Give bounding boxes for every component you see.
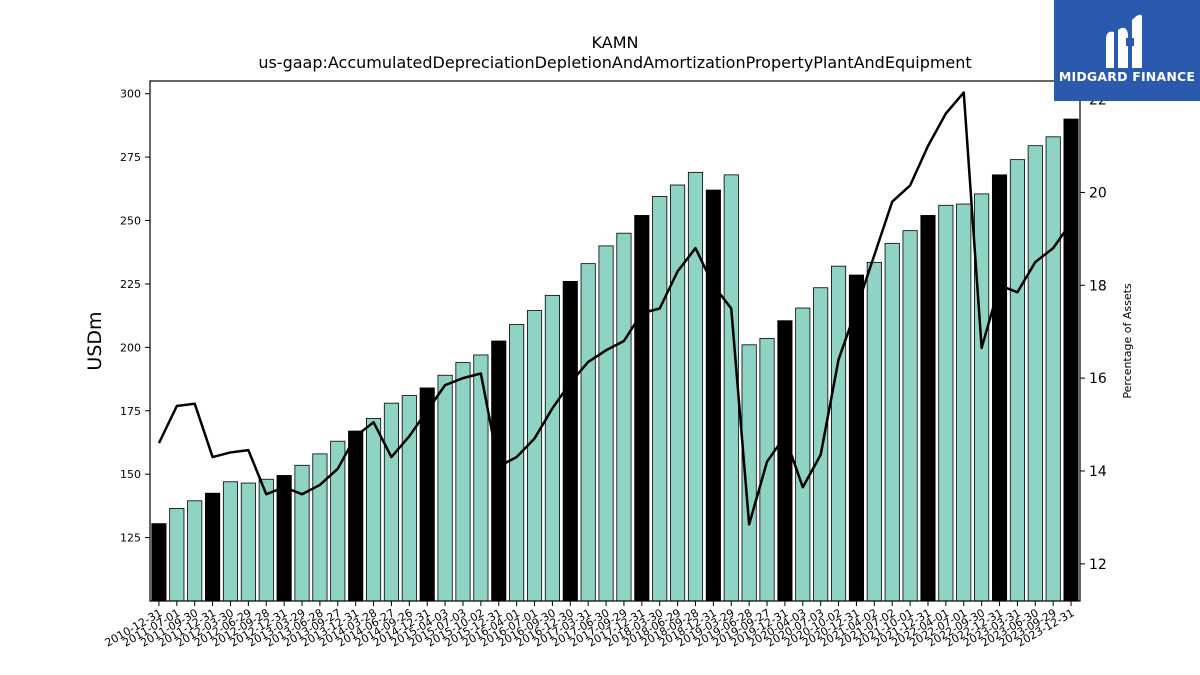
y-tick-label-275: 275 — [120, 151, 141, 164]
y-tick-label-175: 175 — [120, 405, 141, 418]
bar-2022-04-01 — [938, 204, 954, 602]
bar-2018-03-30 — [652, 196, 668, 602]
midgard-logo-icon — [1106, 14, 1142, 69]
bar-2011-07-01 — [169, 508, 185, 602]
bar-2012-12-31 — [276, 475, 292, 602]
y2-axis-label: Percentage of Assets — [1121, 283, 1134, 399]
bar-2023-12-31 — [1063, 118, 1079, 602]
bar-2021-04-02 — [866, 261, 882, 602]
y-axis-label: USDm — [84, 311, 106, 370]
chart-subtitle: us-gaap:AccumulatedDepreciationDepletion… — [258, 53, 971, 72]
y-tick-label-150: 150 — [120, 468, 141, 481]
chart-title: KAMN — [592, 33, 639, 52]
bar-2017-09-29 — [616, 232, 632, 602]
bar-2023-06-30 — [1027, 145, 1043, 602]
bar-2012-03-30 — [222, 481, 239, 602]
y2-tick-label-18: 18 — [1089, 278, 1107, 294]
bar-2015-12-31 — [491, 340, 507, 602]
line-layer — [157, 91, 1073, 526]
plot-frame — [149, 80, 1081, 602]
y2-tick-label-20: 20 — [1089, 185, 1107, 201]
bar-2014-03-28 — [365, 417, 382, 602]
bar-2019-03-29 — [723, 174, 739, 602]
bar-2016-04-01 — [509, 324, 525, 602]
bar-2020-04-03 — [795, 307, 811, 602]
bar-2012-06-29 — [240, 482, 256, 602]
bar-2021-07-02 — [884, 242, 900, 602]
y-tick-label-200: 200 — [120, 341, 141, 354]
axes-layer: 1251501752002252502753001214161820222010… — [103, 80, 1107, 650]
bar-2022-12-31 — [991, 174, 1008, 602]
bar-2021-10-01 — [902, 230, 918, 602]
bar-2014-09-26 — [401, 395, 417, 602]
bar-2013-12-31 — [348, 430, 364, 602]
bar-2020-10-02 — [831, 265, 847, 602]
bar-2011-09-30 — [187, 500, 203, 602]
bar-2013-06-28 — [312, 453, 328, 602]
y2-tick-label-16: 16 — [1089, 371, 1107, 387]
bar-2018-09-28 — [687, 171, 704, 602]
bar-2015-07-03 — [455, 362, 471, 602]
bar-2012-09-28 — [258, 478, 274, 602]
bar-2023-09-29 — [1045, 136, 1061, 602]
y-tick-label-250: 250 — [120, 215, 141, 228]
bar-2018-06-29 — [670, 184, 686, 602]
bar-2014-06-27 — [383, 402, 400, 602]
logo-text: MIDGARD FINANCE — [1058, 69, 1196, 84]
y-tick-label-225: 225 — [120, 278, 141, 291]
bar-2017-03-31 — [580, 263, 596, 602]
bar-2015-10-02 — [473, 354, 489, 602]
bar-2018-12-31 — [705, 189, 721, 602]
bar-2017-06-30 — [598, 245, 614, 602]
bar-2016-07-01 — [526, 310, 543, 602]
bar-2010-12-31 — [151, 523, 167, 602]
bar-2017-12-31 — [634, 215, 650, 602]
y-tick-label-300: 300 — [120, 88, 141, 101]
bar-2020-07-03 — [813, 287, 829, 602]
bar-2022-09-30 — [974, 193, 990, 602]
bar-2011-12-31 — [205, 492, 221, 602]
y2-tick-label-14: 14 — [1089, 464, 1107, 480]
bars-layer — [151, 118, 1079, 602]
bar-2013-09-27 — [330, 440, 346, 602]
bar-2022-07-01 — [956, 203, 972, 602]
y2-tick-label-12: 12 — [1089, 557, 1107, 573]
logo: MIDGARD FINANCE — [1054, 0, 1200, 101]
y-tick-label-125: 125 — [120, 532, 141, 545]
bar-2019-09-27 — [759, 338, 775, 602]
bar-2013-03-29 — [294, 464, 310, 602]
bar-2016-09-30 — [544, 294, 560, 602]
bar-2021-12-31 — [920, 215, 936, 602]
bar-2019-12-31 — [777, 320, 793, 602]
percentage-line — [157, 91, 1073, 526]
bar-2016-12-30 — [562, 280, 578, 602]
bar-2023-03-31 — [1009, 159, 1025, 602]
bar-2015-04-03 — [437, 374, 453, 602]
